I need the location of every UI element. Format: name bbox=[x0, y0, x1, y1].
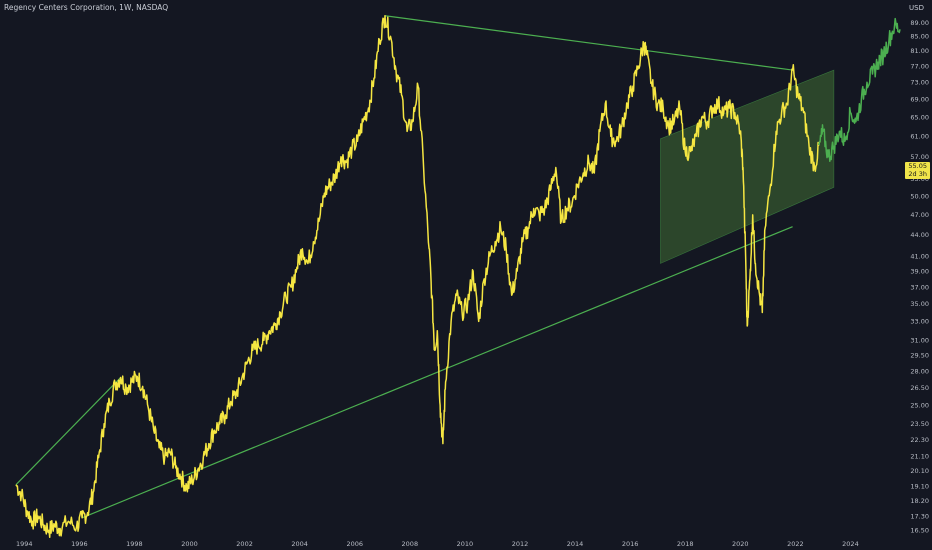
y-tick-label: 89.00 bbox=[910, 19, 929, 27]
y-tick-label: 65.00 bbox=[910, 113, 929, 121]
x-tick-label: 1994 bbox=[16, 540, 33, 548]
x-tick-label: 2014 bbox=[567, 540, 584, 548]
parallel-channel[interactable] bbox=[660, 69, 835, 264]
x-tick-label: 2020 bbox=[732, 540, 749, 548]
y-tick-label: 33.00 bbox=[910, 318, 929, 326]
trendline-3[interactable] bbox=[384, 15, 793, 71]
y-tick-label: 29.50 bbox=[910, 352, 929, 360]
x-tick-label: 1996 bbox=[71, 540, 88, 548]
channel-layer bbox=[660, 69, 835, 264]
y-tick-label: 69.00 bbox=[910, 95, 929, 103]
price-series-layer bbox=[15, 15, 901, 539]
y-tick-label: 85.00 bbox=[910, 33, 929, 41]
trendline-2[interactable] bbox=[81, 226, 793, 519]
y-tick-label: 20.10 bbox=[910, 467, 929, 475]
y-tick-label: 31.00 bbox=[910, 337, 929, 345]
y-tick-label: 16.50 bbox=[910, 527, 929, 535]
y-tick-label: 73.00 bbox=[910, 78, 929, 86]
x-axis: 1994 1996 1998 2000 2002 2004 2006 2008 2010 2012… bbox=[16, 540, 859, 548]
x-tick-label: 2018 bbox=[677, 540, 694, 548]
y-tick-label: 61.00 bbox=[910, 133, 929, 141]
y-tick-label: 26.50 bbox=[910, 384, 929, 392]
y-tick-label: 23.50 bbox=[910, 420, 929, 428]
y-tick-label: 28.00 bbox=[910, 367, 929, 375]
y-axis: 89.00 85.00 81.00 77.00 73.00 69.00 65.00 61.00… bbox=[910, 19, 929, 535]
x-tick-label: 2024 bbox=[842, 540, 859, 548]
x-tick-label: 2006 bbox=[346, 540, 363, 548]
currency-label: USD bbox=[909, 4, 924, 12]
y-tick-label: 41.00 bbox=[910, 252, 929, 260]
y-tick-label: 81.00 bbox=[910, 47, 929, 55]
x-tick-label: 2012 bbox=[512, 540, 529, 548]
x-tick-label: 2004 bbox=[291, 540, 308, 548]
y-tick-label: 37.00 bbox=[910, 283, 929, 291]
last-price-value: 55.05 bbox=[908, 162, 927, 171]
y-tick-label: 50.00 bbox=[910, 193, 929, 201]
y-tick-label: 25.00 bbox=[910, 401, 929, 409]
y-tick-label: 19.10 bbox=[910, 483, 929, 491]
last-price-tag: 55.05 2d 3h bbox=[905, 162, 930, 180]
x-tick-label: 2016 bbox=[622, 540, 639, 548]
x-tick-label: 2008 bbox=[402, 540, 419, 548]
x-tick-label: 2002 bbox=[236, 540, 253, 548]
x-tick-label: 1998 bbox=[126, 540, 143, 548]
y-tick-label: 18.20 bbox=[910, 497, 929, 505]
last-price-countdown: 2d 3h bbox=[908, 169, 927, 178]
y-tick-label: 57.00 bbox=[910, 153, 929, 161]
chart-title: Regency Centers Corporation, 1W, NASDAQ bbox=[4, 3, 169, 12]
trendline-layer bbox=[15, 15, 793, 519]
y-tick-label: 17.30 bbox=[910, 512, 929, 520]
trendline-1[interactable] bbox=[15, 377, 122, 486]
x-tick-label: 2022 bbox=[787, 540, 804, 548]
y-tick-label: 77.00 bbox=[910, 62, 929, 70]
x-tick-label: 2010 bbox=[457, 540, 474, 548]
x-tick-label: 2000 bbox=[181, 540, 198, 548]
y-tick-label: 21.10 bbox=[910, 453, 929, 461]
y-tick-label: 22.30 bbox=[910, 436, 929, 444]
price-line[interactable] bbox=[15, 15, 821, 539]
price-line-recent[interactable] bbox=[818, 17, 901, 163]
y-tick-label: 47.00 bbox=[910, 211, 929, 219]
y-tick-label: 44.00 bbox=[910, 231, 929, 239]
y-tick-label: 35.00 bbox=[910, 300, 929, 308]
y-tick-label: 39.00 bbox=[910, 267, 929, 275]
